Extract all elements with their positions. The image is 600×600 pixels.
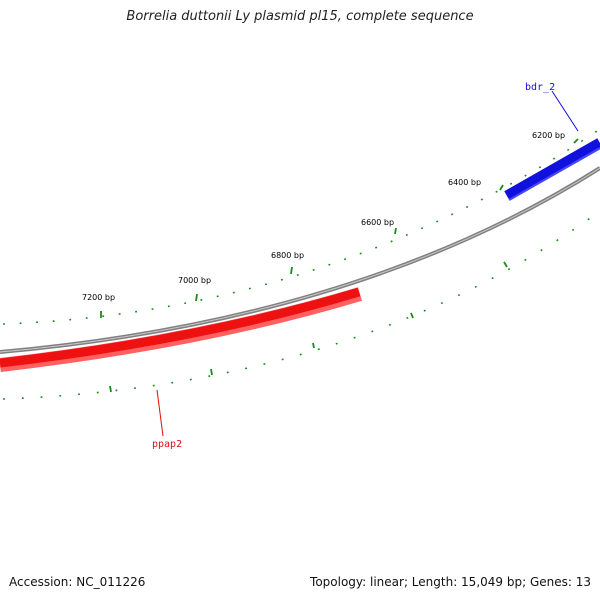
gene-name-ppap2: ppap2 [152,439,182,450]
summary-text: Topology: linear; Length: 15,049 bp; Gen… [310,575,591,589]
tick-label-6800: 6800 bp [271,251,304,260]
major-tick [573,138,579,144]
gene-label-bdr-2[interactable]: bdr_2 [525,82,579,132]
leader-line [156,389,164,437]
major-tick [195,293,198,302]
tick-label-7000: 7000 bp [178,276,211,285]
leader-line [551,90,579,132]
major-tick [410,312,414,319]
gene-ppap2[interactable] [0,287,363,372]
gene-label-ppap2[interactable]: ppap2 [152,389,182,450]
major-ticks-outer [100,138,579,318]
gene-name-bdr-2: bdr_2 [525,82,555,93]
major-tick [394,227,397,235]
tick-label-7200: 7200 bp [82,293,115,302]
major-tick [210,368,213,376]
major-tick [109,385,112,393]
major-ticks-inner [109,261,508,393]
tick-label-6200: 6200 bp [532,131,565,140]
tick-label-6600: 6600 bp [361,218,394,227]
page-title: Borrelia duttonii Ly plasmid pl15, compl… [126,9,474,24]
tick-label-6400: 6400 bp [448,178,481,187]
major-tick [503,261,508,268]
sequence-backbone [0,166,600,354]
gene-bdr-2[interactable] [504,138,600,201]
major-tick [312,342,315,349]
tick-labels: 6200 bp 6400 bp 6600 bp 6800 bp 7000 bp … [82,131,565,302]
major-tick [290,266,293,275]
major-tick [499,184,504,191]
accession-text: Accession: NC_011226 [9,575,146,589]
